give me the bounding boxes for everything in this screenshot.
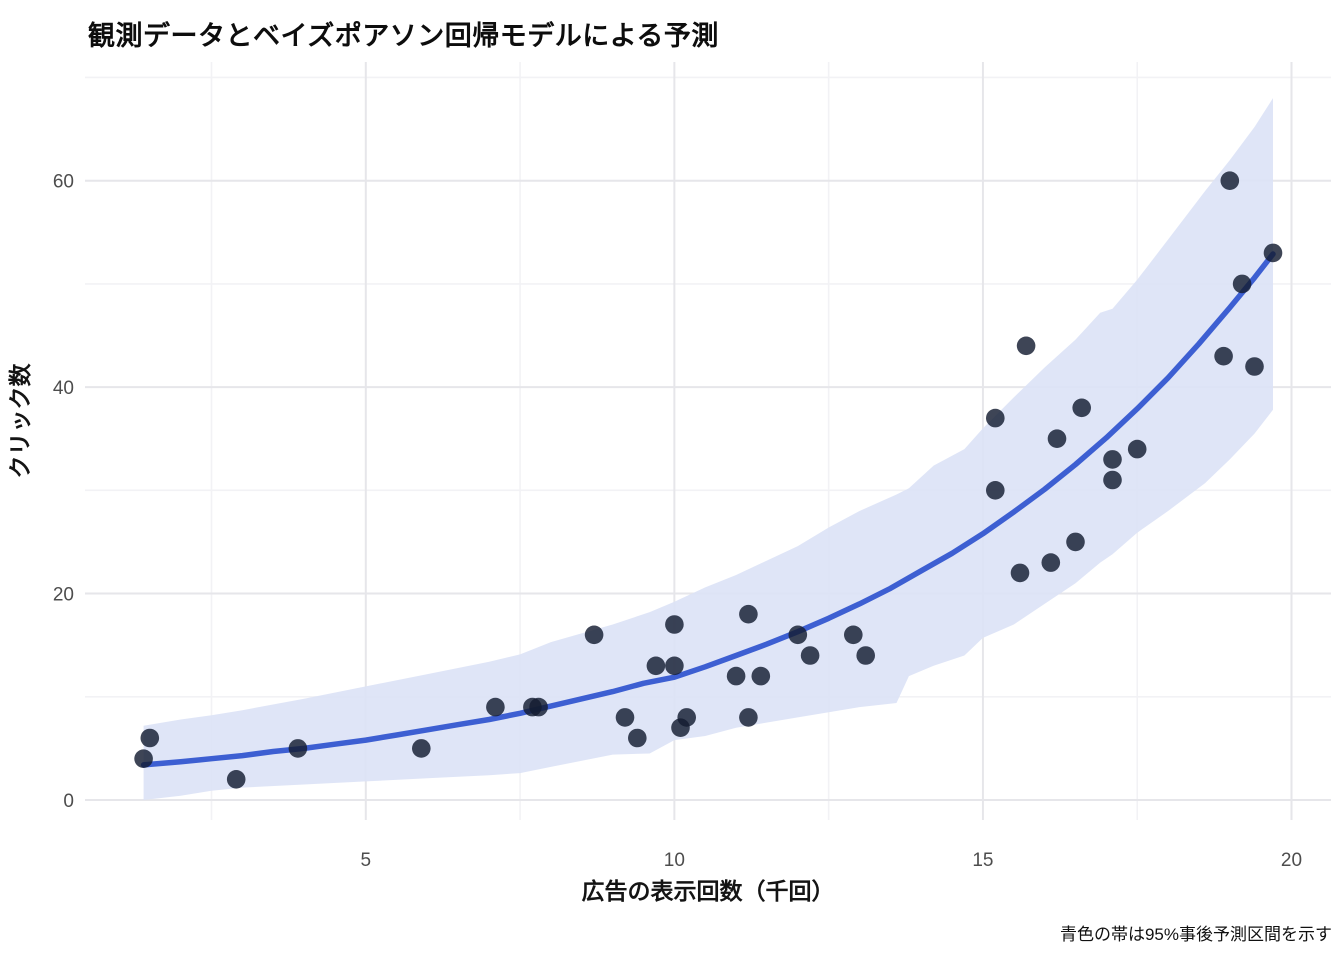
data-point (665, 656, 684, 676)
data-point (739, 708, 758, 727)
data-point (1245, 357, 1264, 376)
y-tick-label: 60 (53, 172, 74, 193)
data-point (1041, 553, 1061, 572)
data-point (1103, 450, 1122, 469)
data-point (1214, 346, 1233, 366)
data-point (1103, 470, 1122, 490)
data-point (1072, 398, 1091, 418)
data-point (1127, 439, 1147, 459)
y-tick-label: 20 (53, 585, 74, 606)
data-point (986, 481, 1005, 500)
caption: 青色の帯は95%事後予測区間を示す (1059, 925, 1332, 944)
data-point (615, 708, 635, 727)
data-point (646, 656, 666, 676)
data-point (1010, 563, 1030, 583)
data-point (584, 625, 604, 645)
data-point (288, 739, 308, 758)
data-point (1066, 532, 1085, 552)
data-point (1263, 243, 1283, 263)
data-point (800, 646, 820, 665)
data-point (140, 728, 160, 748)
data-point (677, 708, 696, 727)
data-point (844, 625, 863, 645)
y-tick-label: 0 (63, 791, 74, 812)
y-tick-label: 40 (53, 378, 74, 399)
data-point (529, 697, 548, 717)
data-point (1047, 429, 1067, 449)
data-point (1016, 336, 1036, 356)
data-point (665, 615, 684, 634)
data-point (1220, 171, 1240, 190)
data-point (226, 770, 246, 789)
data-point (986, 408, 1005, 428)
x-tick-label: 5 (361, 850, 372, 871)
data-point (856, 646, 875, 665)
fitted-curve (140, 251, 1276, 768)
data-point (726, 666, 746, 686)
y-axis-title: クリック数 (7, 363, 33, 479)
data-point (134, 749, 153, 768)
data-point (751, 666, 771, 686)
data-point (788, 625, 808, 645)
data-point (628, 728, 647, 748)
data-point (486, 697, 505, 717)
data-point (1232, 274, 1252, 294)
x-axis-title: 広告の表示回数（千回） (581, 878, 835, 904)
data-point (412, 739, 431, 758)
predictive-interval-band (143, 98, 1274, 801)
x-tick-label: 20 (1281, 850, 1302, 871)
x-tick-label: 10 (664, 850, 685, 871)
data-point (739, 604, 758, 624)
chart-title: 観測データとベイズポアソン回帰モデルによる予測 (88, 21, 719, 51)
x-tick-label: 15 (972, 850, 993, 871)
